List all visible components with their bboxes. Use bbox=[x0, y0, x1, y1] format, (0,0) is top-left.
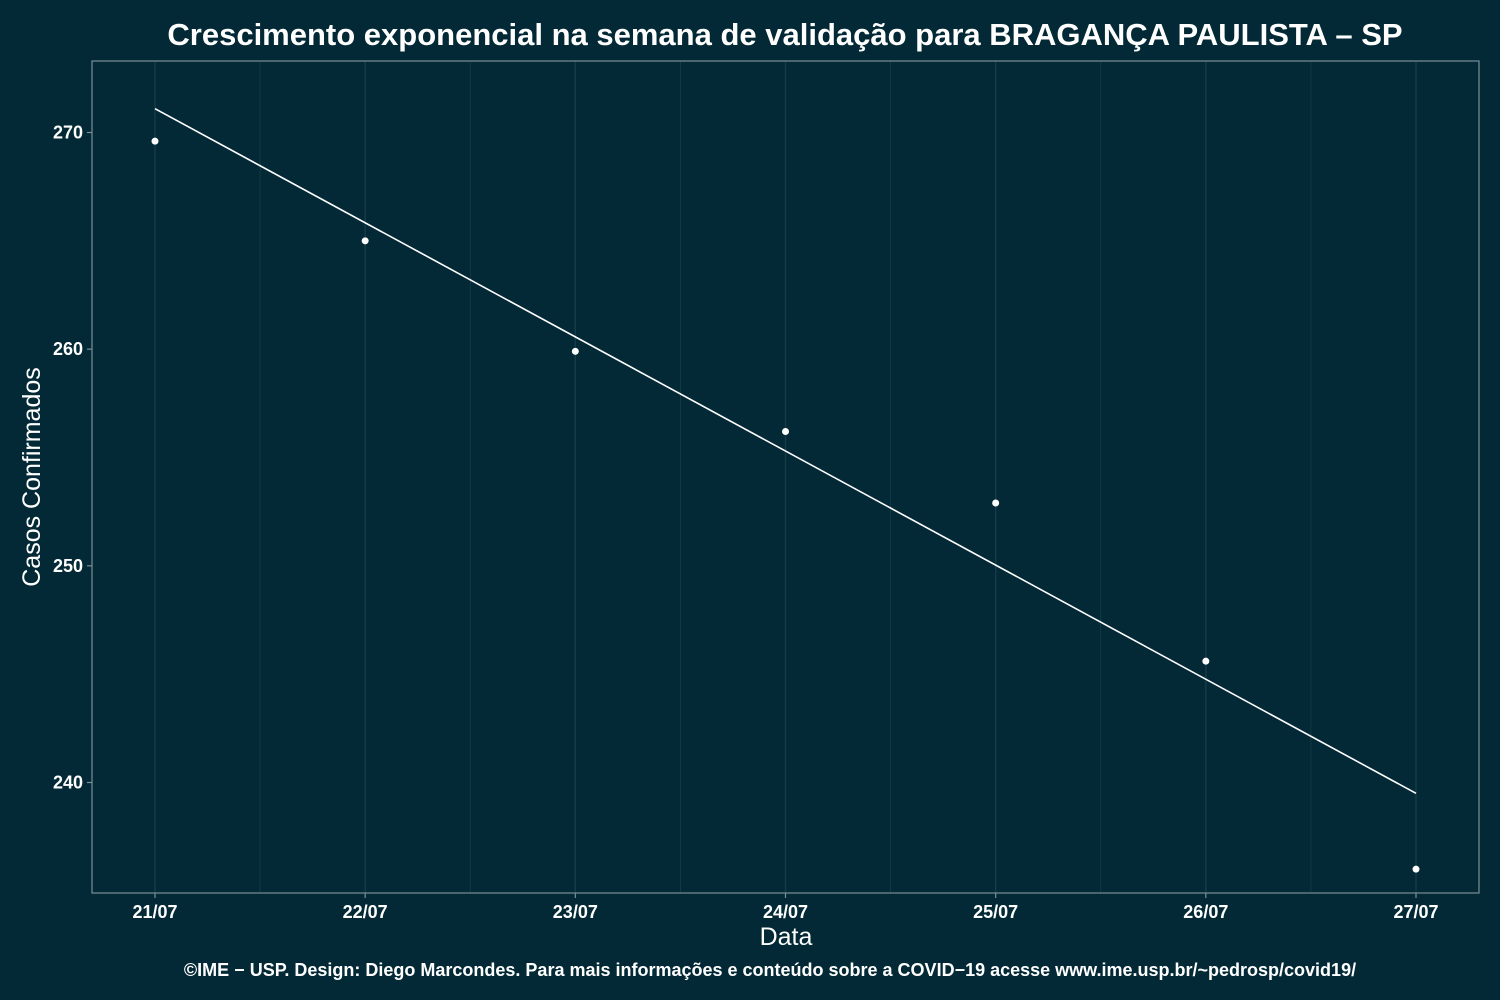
data-point bbox=[151, 137, 159, 145]
y-tick-label: 240 bbox=[53, 773, 83, 793]
y-tick-label: 270 bbox=[53, 123, 83, 143]
y-tick-label: 260 bbox=[53, 339, 83, 359]
x-axis-title: Data bbox=[760, 923, 813, 951]
gridlines bbox=[154, 61, 1417, 893]
data-points bbox=[151, 137, 1420, 873]
x-tick-label: 26/07 bbox=[1183, 902, 1228, 922]
data-point bbox=[992, 499, 1000, 507]
data-point bbox=[782, 428, 789, 435]
caption: ©IME − USP. Design: Diego Marcondes. Par… bbox=[184, 960, 1356, 980]
x-tick-label: 24/07 bbox=[763, 902, 808, 922]
x-axis: 21/07 22/07 23/07 24/07 25/07 26/07 27/07 bbox=[132, 893, 1439, 922]
x-tick-label: 23/07 bbox=[553, 902, 598, 922]
x-tick-label: 27/07 bbox=[1393, 902, 1438, 922]
x-tick-label: 21/07 bbox=[132, 902, 177, 922]
y-axis: 240 250 260 270 bbox=[53, 123, 92, 793]
y-axis-title: Casos Confirmados bbox=[18, 367, 46, 587]
data-point bbox=[1202, 657, 1210, 665]
trend-line bbox=[154, 107, 1417, 795]
x-tick-label: 25/07 bbox=[973, 902, 1018, 922]
data-point bbox=[361, 237, 369, 245]
trend-line-group bbox=[154, 107, 1417, 795]
y-tick-label: 250 bbox=[53, 556, 83, 576]
data-point bbox=[571, 347, 579, 355]
data-point bbox=[1412, 865, 1420, 873]
chart-title: Crescimento exponencial na semana de val… bbox=[167, 17, 1402, 52]
x-tick-label: 22/07 bbox=[343, 902, 388, 922]
